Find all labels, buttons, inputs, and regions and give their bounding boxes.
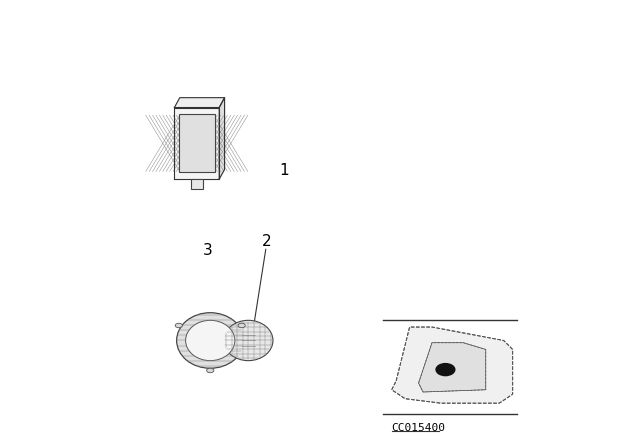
Polygon shape — [220, 98, 225, 179]
Polygon shape — [174, 98, 225, 108]
Text: 3: 3 — [203, 243, 213, 258]
Ellipse shape — [177, 313, 244, 368]
Bar — [191, 179, 203, 189]
Ellipse shape — [224, 320, 273, 361]
Ellipse shape — [435, 363, 456, 376]
Text: 1: 1 — [279, 163, 289, 178]
Ellipse shape — [186, 320, 235, 361]
Polygon shape — [174, 108, 220, 179]
Text: CC015400: CC015400 — [392, 423, 445, 433]
Ellipse shape — [207, 368, 214, 373]
Text: 2: 2 — [261, 234, 271, 250]
Polygon shape — [392, 327, 513, 403]
Ellipse shape — [238, 323, 245, 328]
Bar — [179, 114, 215, 172]
Polygon shape — [419, 343, 486, 392]
Ellipse shape — [175, 323, 182, 328]
